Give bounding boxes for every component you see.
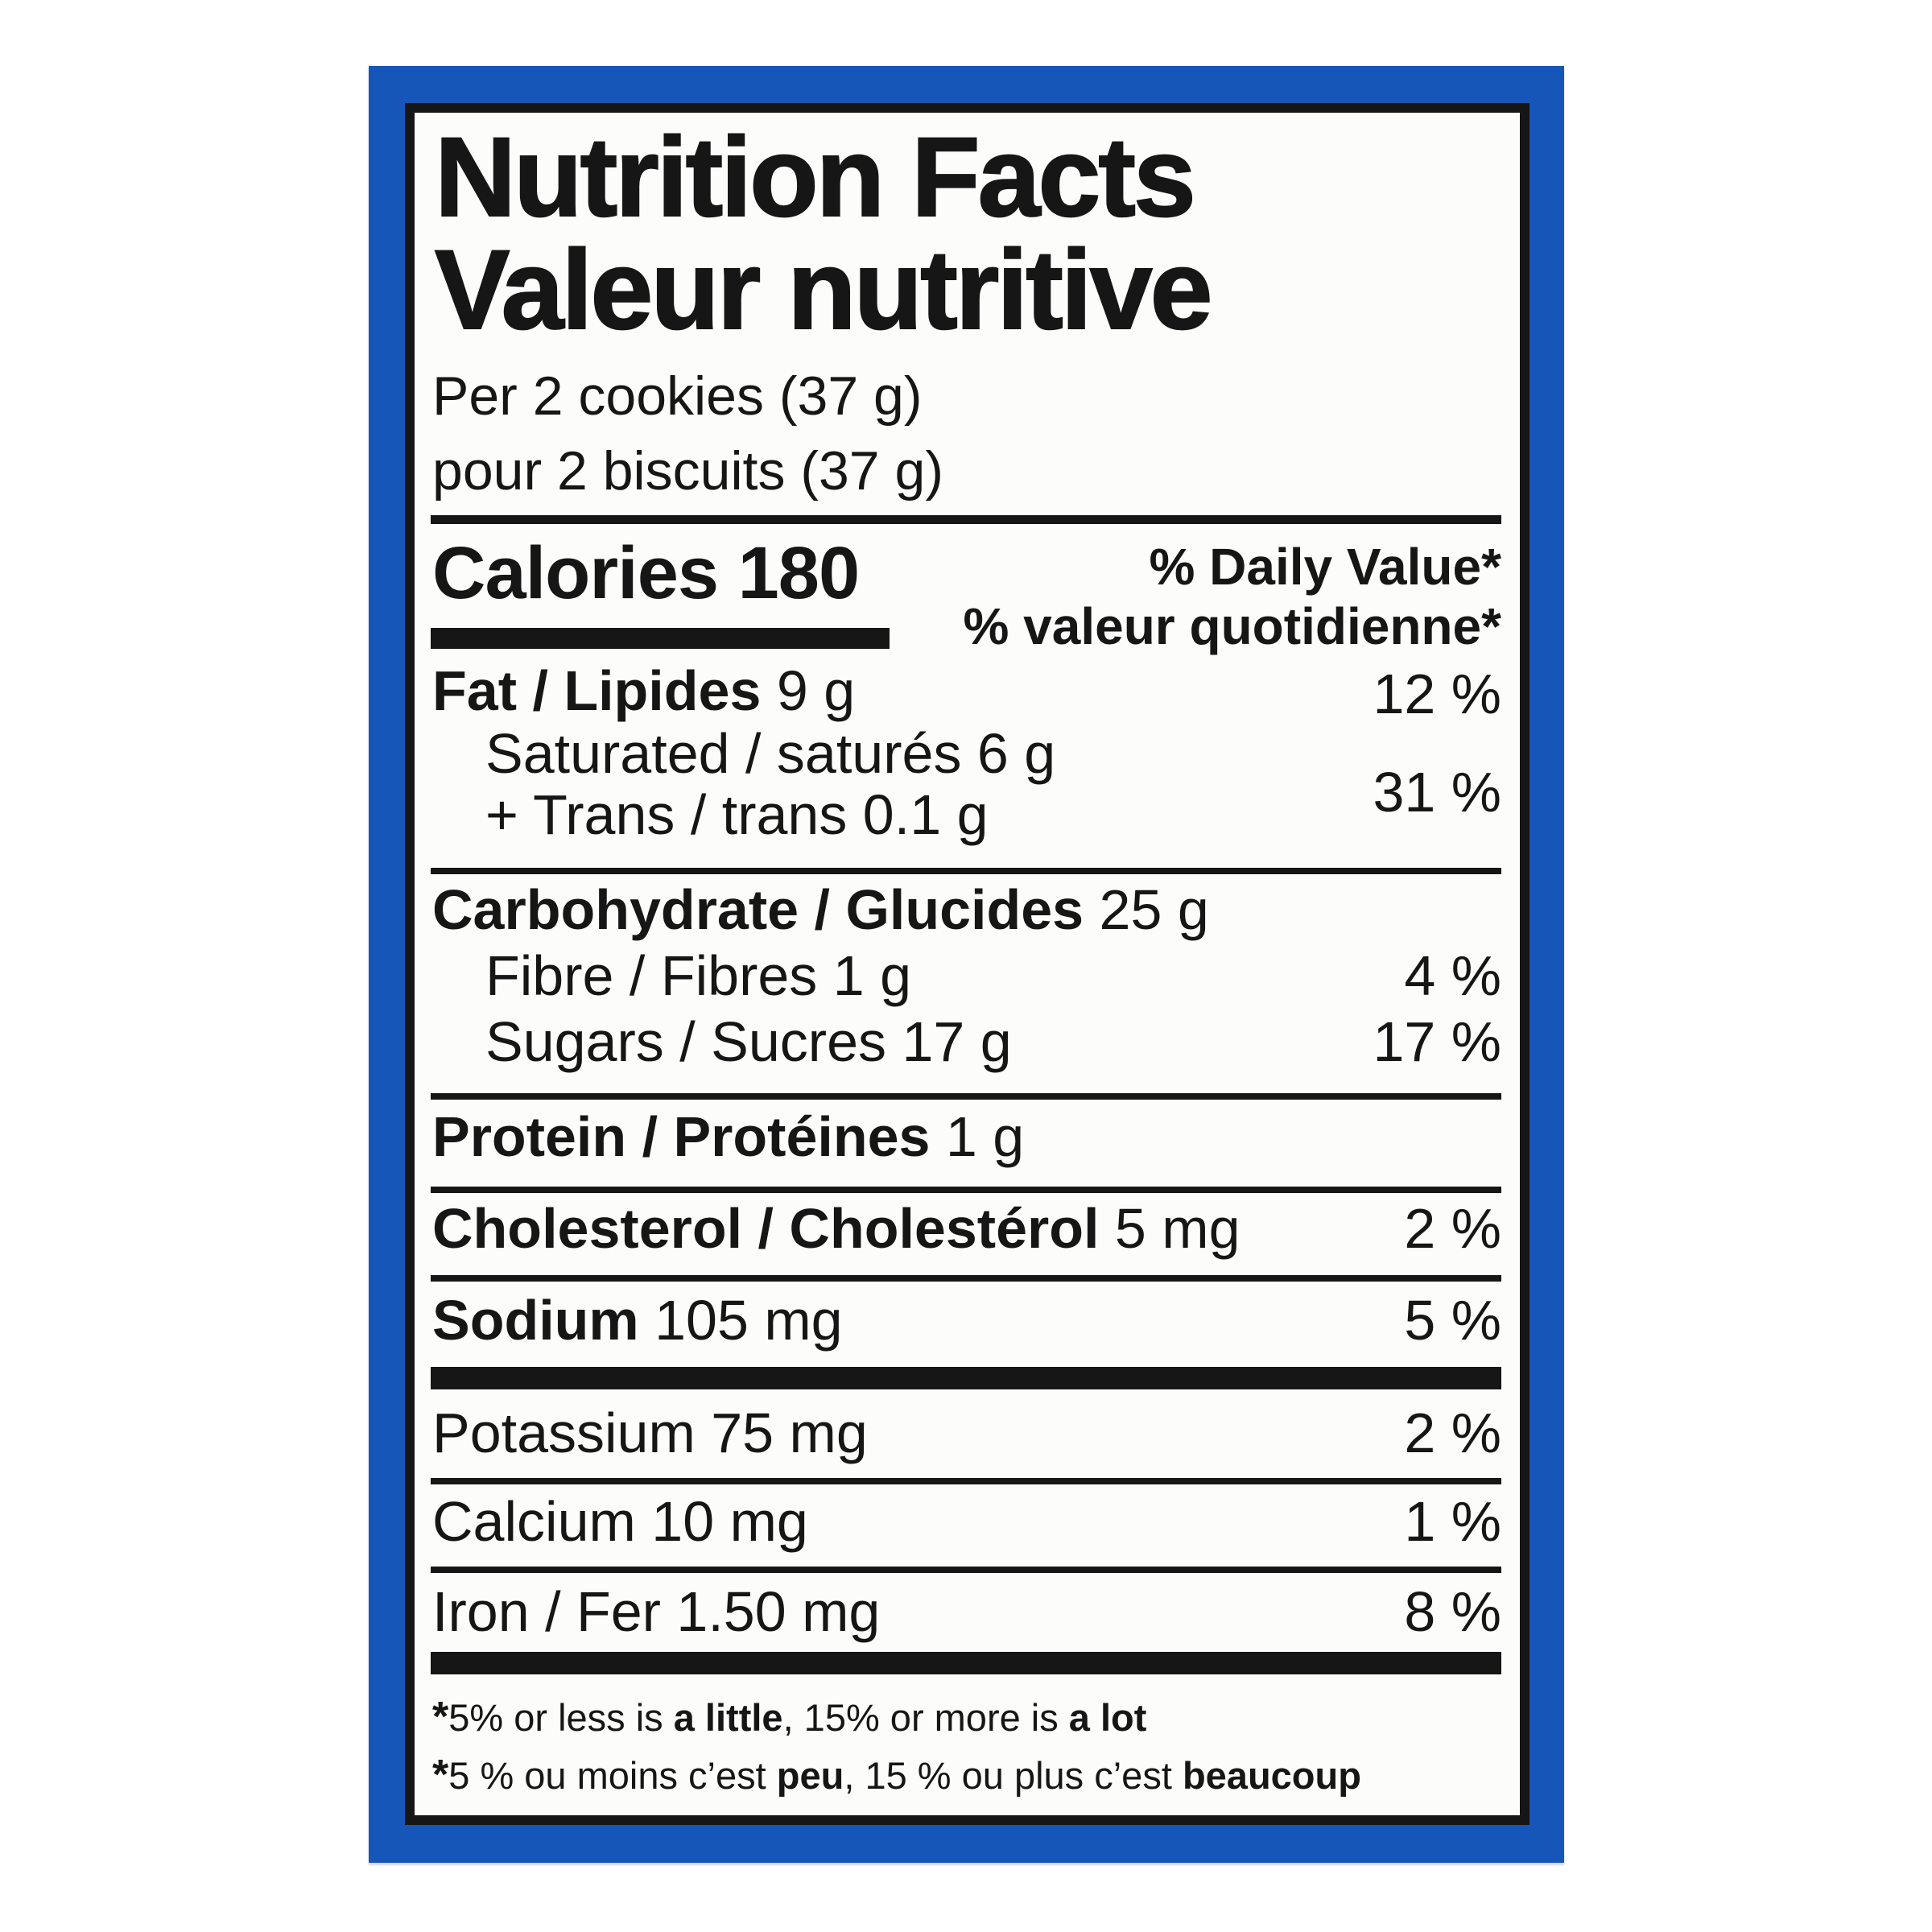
footnote-french-text-2: , 15 % ou plus c’est bbox=[844, 1754, 1183, 1797]
footnote-french-bold-2: beaucoup bbox=[1182, 1754, 1361, 1797]
row-fat-label: Fat / Lipides bbox=[432, 659, 762, 722]
separator-6 bbox=[431, 1567, 1501, 1573]
row-potassium-percent: 2 % bbox=[1404, 1402, 1501, 1464]
nutrition-label-box bbox=[405, 103, 1530, 1825]
footnote-english-text-2: , 15% or more is bbox=[782, 1696, 1069, 1739]
row-saturated-trans-percent: 31 % bbox=[1373, 761, 1501, 824]
row-carbohydrate-amount: 25 g bbox=[1084, 878, 1209, 941]
row-cholesterol-amount: 5 mg bbox=[1099, 1197, 1241, 1260]
separator-2 bbox=[431, 1093, 1501, 1100]
row-fat-amount: 9 g bbox=[761, 659, 856, 722]
footnote-french: *5 % ou moins c’est peu, 15 % ou plus c’… bbox=[432, 1754, 1361, 1797]
footnote-english-asterisk: * bbox=[432, 1694, 449, 1740]
row-fibre-percent: 4 % bbox=[1404, 944, 1501, 1007]
serving-size-english: Per 2 cookies (37 g) bbox=[432, 365, 923, 427]
row-protein: Protein / Protéines 1 g bbox=[432, 1108, 1024, 1165]
row-potassium: Potassium 75 mg bbox=[432, 1402, 868, 1464]
section-bar-2 bbox=[431, 1652, 1501, 1674]
footnote-english-text-1: 5% or less is bbox=[448, 1696, 674, 1739]
row-sodium: Sodium 105 mg bbox=[432, 1292, 843, 1348]
separator-3 bbox=[431, 1187, 1501, 1193]
serving-size-french: pour 2 biscuits (37 g) bbox=[432, 440, 943, 502]
footnote-english-bold-1: a little bbox=[673, 1696, 783, 1739]
row-cholesterol-percent: 2 % bbox=[1404, 1197, 1501, 1260]
title-french: Valeur nutritive bbox=[434, 226, 1213, 353]
row-saturated: Saturated / saturés 6 g bbox=[485, 722, 1056, 785]
row-cholesterol: Cholesterol / Cholestérol 5 mg bbox=[432, 1200, 1241, 1257]
header-rule bbox=[431, 515, 1501, 524]
footnote-french-asterisk: * bbox=[432, 1752, 449, 1798]
footnote-english-bold-2: a lot bbox=[1068, 1696, 1147, 1739]
separator-1 bbox=[431, 868, 1501, 874]
row-carbohydrate: Carbohydrate / Glucides 25 g bbox=[432, 881, 1209, 938]
row-calcium-percent: 1 % bbox=[1404, 1490, 1501, 1553]
row-carbohydrate-label: Carbohydrate / Glucides bbox=[432, 878, 1084, 941]
row-sodium-percent: 5 % bbox=[1404, 1289, 1501, 1352]
row-sodium-label: Sodium bbox=[432, 1289, 639, 1352]
row-fat-percent: 12 % bbox=[1373, 663, 1501, 725]
row-fibre: Fibre / Fibres 1 g bbox=[485, 944, 912, 1007]
row-trans: + Trans / trans 0.1 g bbox=[485, 783, 989, 846]
daily-value-heading-french: % valeur quotidienne* bbox=[963, 597, 1501, 655]
row-cholesterol-label: Cholesterol / Cholestérol bbox=[432, 1197, 1100, 1260]
title-english: Nutrition Facts bbox=[434, 114, 1197, 240]
section-bar-1 bbox=[431, 1367, 1501, 1389]
row-sugars-percent: 17 % bbox=[1373, 1010, 1501, 1073]
row-calcium: Calcium 10 mg bbox=[432, 1490, 808, 1553]
daily-value-heading-english: % Daily Value* bbox=[1149, 538, 1501, 596]
calories-line: Calories 180 bbox=[432, 532, 860, 614]
calories-underbar bbox=[431, 628, 890, 649]
row-iron: Iron / Fer 1.50 mg bbox=[432, 1580, 881, 1643]
row-fat: Fat / Lipides 9 g bbox=[432, 663, 855, 719]
row-protein-label: Protein / Protéines bbox=[432, 1105, 931, 1168]
footnote-english: *5% or less is a little, 15% or more is … bbox=[432, 1696, 1147, 1739]
row-sugars: Sugars / Sucres 17 g bbox=[485, 1010, 1012, 1073]
row-sodium-amount: 105 mg bbox=[638, 1289, 843, 1352]
row-protein-amount: 1 g bbox=[930, 1105, 1025, 1168]
separator-5 bbox=[431, 1478, 1501, 1484]
row-iron-percent: 8 % bbox=[1404, 1580, 1501, 1643]
footnote-french-bold-1: peu bbox=[776, 1754, 844, 1797]
separator-4 bbox=[431, 1275, 1501, 1282]
footnote-french-text-1: 5 % ou moins c’est bbox=[448, 1754, 777, 1797]
